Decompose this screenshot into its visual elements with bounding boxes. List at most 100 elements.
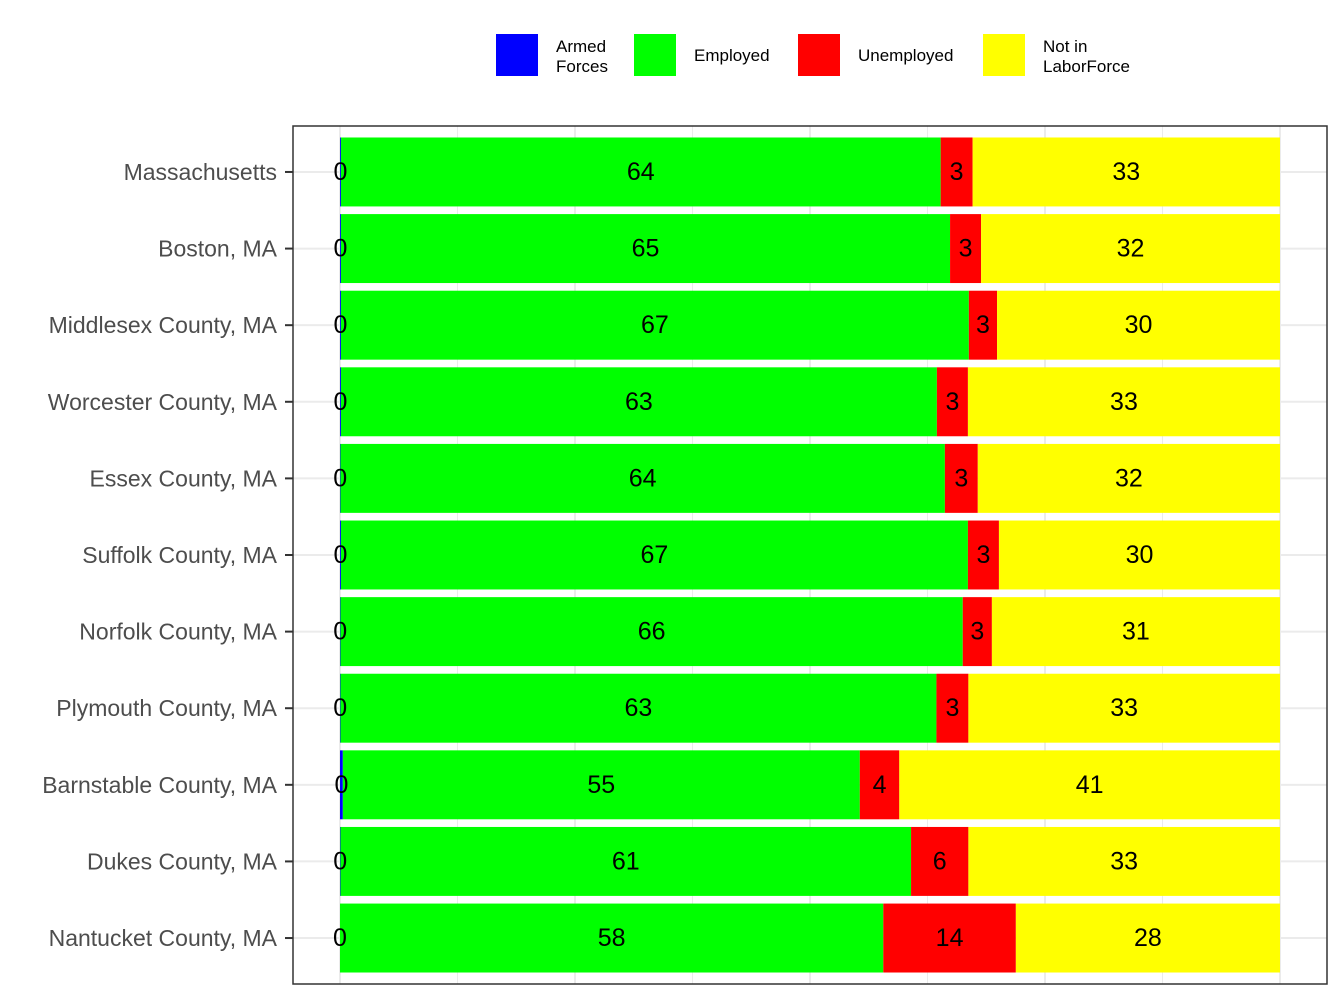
value-label: 30	[1126, 541, 1154, 569]
value-label: 55	[587, 771, 615, 799]
value-label: 33	[1110, 388, 1138, 416]
value-label: 65	[632, 235, 660, 263]
y-tick-label: Worcester County, MA	[48, 389, 278, 415]
bar-segment-not-in-laborforce	[981, 214, 1280, 284]
value-label: 0	[333, 618, 347, 646]
y-tick-label: Barnstable County, MA	[42, 772, 277, 798]
y-tick-label: Massachusetts	[124, 159, 277, 185]
bar-segment-employed	[342, 750, 860, 820]
value-label: 3	[959, 235, 973, 263]
bar-segment-unemployed	[936, 673, 969, 743]
value-label: 0	[333, 847, 347, 875]
y-tick-label: Nantucket County, MA	[49, 925, 278, 951]
value-label: 0	[334, 235, 348, 263]
y-tick-label: Boston, MA	[158, 236, 278, 262]
bar-segment-employed	[340, 443, 945, 513]
bar-segment-armed-forces	[340, 290, 341, 360]
bar-segments	[340, 137, 1280, 973]
bar-segment-unemployed	[944, 443, 978, 513]
bar-segment-employed	[340, 597, 963, 667]
bar-segment-not-in-laborforce	[899, 750, 1280, 820]
value-label: 58	[598, 924, 626, 952]
bar-segment-unemployed	[950, 214, 982, 284]
bar-segment-employed	[340, 903, 884, 973]
bar-segment-not-in-laborforce	[997, 290, 1280, 360]
legend-swatch-armed-forces	[496, 34, 538, 76]
value-label: 32	[1117, 235, 1145, 263]
y-tick-label: Plymouth County, MA	[56, 695, 277, 721]
value-label: 14	[936, 924, 964, 952]
bar-segment-unemployed	[940, 137, 973, 207]
bar-segment-not-in-laborforce	[977, 443, 1280, 513]
value-label: 63	[625, 388, 653, 416]
value-label: 0	[333, 694, 347, 722]
value-label: 0	[334, 388, 348, 416]
value-label: 0	[334, 158, 348, 186]
bar-segment-employed	[340, 367, 937, 437]
bar-segment-employed	[340, 826, 912, 896]
legend-swatch-unemployed	[798, 34, 840, 76]
value-label: 3	[945, 694, 959, 722]
bar-segment-employed	[340, 673, 937, 743]
value-label: 28	[1134, 924, 1162, 952]
value-label: 67	[641, 311, 669, 339]
bar-segment-armed-forces	[340, 137, 341, 207]
panel-border	[292, 125, 1328, 985]
value-label: 64	[627, 158, 655, 186]
chart-legend: Armed Forces Employed Unemployed Not in …	[0, 0, 1344, 100]
bar-segment-not-in-laborforce	[967, 367, 1280, 437]
value-label: 0	[334, 311, 348, 339]
bar-segment-employed	[340, 520, 968, 590]
value-label: 0	[334, 541, 348, 569]
bar-segment-armed-forces	[340, 367, 341, 437]
value-label: 30	[1125, 311, 1153, 339]
bar-segment-unemployed	[883, 903, 1016, 973]
value-label: 3	[976, 541, 990, 569]
legend-label-armed-forces: Armed Forces	[556, 37, 608, 76]
legend-swatch-not-in-laborforce	[983, 34, 1025, 76]
bar-segment-employed	[340, 214, 951, 284]
value-label: 67	[641, 541, 669, 569]
value-label: 4	[873, 771, 887, 799]
y-tick-label: Middlesex County, MA	[49, 312, 278, 338]
bar-segment-armed-forces	[340, 214, 341, 284]
legend-label-unemployed: Unemployed	[858, 46, 954, 65]
value-label: 3	[945, 388, 959, 416]
value-label: 0	[333, 924, 347, 952]
bar-segment-armed-forces	[340, 520, 341, 590]
value-label: 32	[1115, 464, 1143, 492]
value-label: 33	[1110, 694, 1138, 722]
y-tick-label: Suffolk County, MA	[82, 542, 277, 568]
value-label: 33	[1110, 847, 1138, 875]
bar-segment-employed	[340, 137, 941, 207]
value-label: 64	[629, 464, 657, 492]
value-labels: 0 64 3 330 65 3 320 67 3 300 63 3 330 64 3 320 67 3 300 66 3…	[333, 158, 1162, 952]
bar-segment-not-in-laborforce	[968, 673, 1280, 743]
value-label: 33	[1112, 158, 1140, 186]
bar-segment-not-in-laborforce	[1015, 903, 1280, 973]
value-label: 63	[625, 694, 653, 722]
value-label: 0	[334, 771, 348, 799]
bar-segment-armed-forces	[340, 750, 343, 820]
legend-label-employed: Employed	[694, 46, 770, 65]
bar-segment-unemployed	[968, 290, 998, 360]
bar-segment-not-in-laborforce	[991, 597, 1280, 667]
value-label: 3	[954, 464, 968, 492]
bar-segment-unemployed	[911, 826, 969, 896]
value-label: 31	[1122, 618, 1150, 646]
bar-segment-not-in-laborforce	[972, 137, 1280, 207]
value-label: 66	[638, 618, 666, 646]
bar-segment-employed	[340, 290, 969, 360]
y-tick-label: Dukes County, MA	[87, 848, 278, 874]
y-tick-label: Essex County, MA	[90, 465, 278, 491]
bar-segment-unemployed	[962, 597, 992, 667]
legend-swatch-employed	[634, 34, 676, 76]
bar-segment-unemployed	[859, 750, 900, 820]
legend-label-not-in-laborforce: Not in LaborForce	[1043, 37, 1130, 76]
bar-segment-unemployed	[936, 367, 968, 437]
y-tick-label: Norfolk County, MA	[79, 619, 277, 645]
value-label: 0	[333, 464, 347, 492]
value-label: 3	[970, 618, 984, 646]
y-axis: Massachusetts Boston, MA Middlesex County,…	[42, 159, 293, 951]
